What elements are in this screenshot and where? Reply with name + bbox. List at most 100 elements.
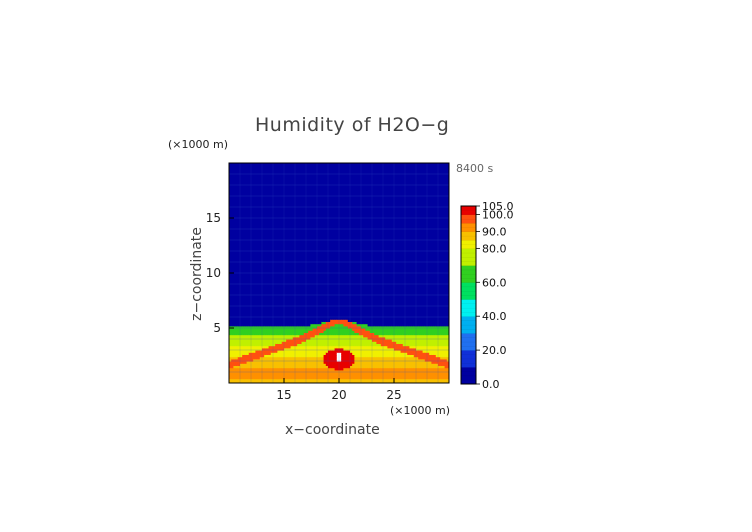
heatmap-cell xyxy=(317,279,320,283)
heatmap-cell xyxy=(334,240,338,243)
heatmap-cell xyxy=(299,328,303,331)
heatmap-cell xyxy=(275,207,278,210)
heatmap-cell xyxy=(259,299,263,303)
heatmap-cell xyxy=(284,259,287,263)
heatmap-cell xyxy=(259,253,263,256)
heatmap-cell xyxy=(270,288,274,292)
heatmap-cell xyxy=(281,330,285,333)
heatmap-cell xyxy=(299,171,303,175)
heatmap-cell xyxy=(273,354,276,358)
heatmap-cell xyxy=(270,246,274,250)
heatmap-cell xyxy=(284,312,287,316)
heatmap-cell xyxy=(328,279,331,283)
heatmap-cell xyxy=(233,182,237,186)
heatmap-cell xyxy=(314,207,318,210)
heatmap-cell xyxy=(332,288,336,292)
heatmap-cell xyxy=(242,224,245,228)
heatmap-cell xyxy=(242,226,245,230)
heatmap-cell xyxy=(264,292,267,296)
heatmap-cell xyxy=(288,193,292,197)
heatmap-cell xyxy=(286,163,289,166)
heatmap-cell xyxy=(246,380,250,383)
heatmap-cell xyxy=(301,253,305,256)
heatmap-cell xyxy=(306,264,309,267)
heatmap-cell xyxy=(330,378,333,382)
heatmap-cell xyxy=(325,380,329,383)
heatmap-cell xyxy=(277,299,281,303)
heatmap-cell xyxy=(332,325,336,329)
heatmap-cell xyxy=(303,314,307,318)
heatmap-cell xyxy=(242,325,245,329)
heatmap-cell xyxy=(251,273,254,276)
heatmap-cell xyxy=(319,281,322,285)
heatmap-cell xyxy=(244,365,248,369)
heatmap-cell xyxy=(268,297,272,300)
heatmap-cell xyxy=(292,328,296,331)
heatmap-cell xyxy=(312,301,316,305)
heatmap-cell xyxy=(295,380,298,383)
heatmap-cell xyxy=(336,189,340,193)
heatmap-cell xyxy=(312,341,316,344)
heatmap-cell xyxy=(310,222,314,226)
heatmap-cell xyxy=(253,213,256,217)
heatmap-cell xyxy=(332,345,336,349)
heatmap-cell xyxy=(336,262,340,265)
heatmap-cell xyxy=(295,176,298,179)
heatmap-cell xyxy=(301,242,305,245)
heatmap-cell xyxy=(268,248,272,252)
heatmap-cell xyxy=(319,343,322,347)
heatmap-cell xyxy=(248,295,252,298)
heatmap-cell xyxy=(319,369,322,373)
heatmap-cell xyxy=(336,312,340,316)
heatmap-cell xyxy=(303,325,307,329)
heatmap-cell xyxy=(292,376,296,380)
heatmap-cell xyxy=(262,215,265,219)
heatmap-cell xyxy=(325,226,329,230)
heatmap-cell xyxy=(237,277,241,281)
heatmap-cell xyxy=(334,301,338,305)
heatmap-cell xyxy=(273,369,276,373)
heatmap-cell xyxy=(246,253,250,256)
heatmap-cell xyxy=(266,202,270,206)
heatmap-cell xyxy=(262,319,265,322)
heatmap-cell xyxy=(242,240,245,243)
heatmap-cell xyxy=(290,176,294,179)
heatmap-cell xyxy=(248,325,252,329)
heatmap-cell xyxy=(308,198,311,201)
heatmap-cell xyxy=(312,189,316,193)
heatmap-cell xyxy=(286,275,289,278)
heatmap-cell xyxy=(314,220,318,223)
heatmap-cell xyxy=(264,189,267,193)
heatmap-cell xyxy=(264,365,267,369)
heatmap-cell xyxy=(253,209,256,212)
heatmap-cell xyxy=(229,308,232,311)
heatmap-cell xyxy=(330,257,333,261)
heatmap-cell xyxy=(286,202,289,206)
heatmap-cell xyxy=(246,229,250,232)
heatmap-cell xyxy=(244,163,248,166)
heatmap-cell xyxy=(248,224,252,228)
heatmap-cell xyxy=(233,233,237,237)
heatmap-cell xyxy=(251,248,254,252)
heatmap-cell xyxy=(255,213,259,217)
heatmap-cell xyxy=(288,266,292,270)
heatmap-cell xyxy=(306,372,309,375)
heatmap-cell xyxy=(308,356,311,360)
heatmap-cell xyxy=(251,207,254,210)
heatmap-cell xyxy=(317,306,320,309)
heatmap-cell xyxy=(319,253,322,256)
heatmap-cell xyxy=(299,209,303,212)
heatmap-cell xyxy=(264,178,267,182)
time-label: 8400 s xyxy=(456,162,494,175)
heatmap-cell xyxy=(295,163,298,166)
heatmap-cell xyxy=(270,191,274,195)
heatmap-cell xyxy=(231,273,234,276)
heatmap-cell xyxy=(321,292,325,296)
heatmap-cell xyxy=(312,163,316,166)
heatmap-cell xyxy=(334,257,338,261)
heatmap-cell xyxy=(336,374,340,377)
heatmap-cell xyxy=(266,363,270,366)
heatmap-cell xyxy=(253,189,256,193)
heatmap-cell xyxy=(328,169,331,173)
heatmap-cell xyxy=(295,213,298,217)
